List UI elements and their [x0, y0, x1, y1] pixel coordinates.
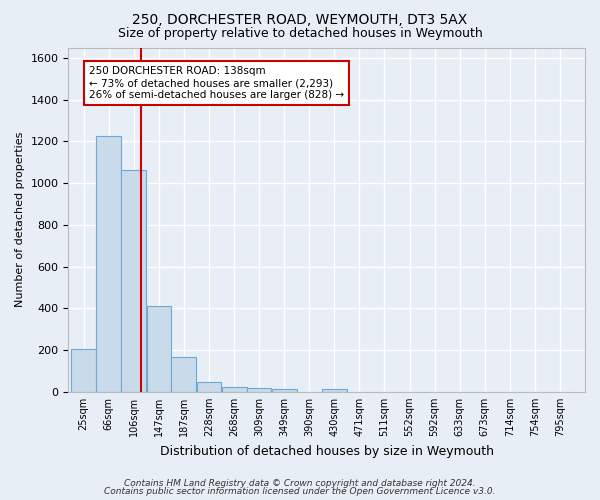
- Bar: [322, 388, 347, 392]
- Y-axis label: Number of detached properties: Number of detached properties: [15, 132, 25, 308]
- Bar: [172, 358, 196, 392]
- Bar: [121, 170, 146, 392]
- Bar: [221, 386, 247, 392]
- Bar: [247, 388, 271, 392]
- Bar: [197, 382, 221, 392]
- Text: Contains public sector information licensed under the Open Government Licence v3: Contains public sector information licen…: [104, 487, 496, 496]
- Text: 250 DORCHESTER ROAD: 138sqm
← 73% of detached houses are smaller (2,293)
26% of : 250 DORCHESTER ROAD: 138sqm ← 73% of det…: [89, 66, 344, 100]
- X-axis label: Distribution of detached houses by size in Weymouth: Distribution of detached houses by size …: [160, 444, 494, 458]
- Bar: [272, 388, 297, 392]
- Text: Contains HM Land Registry data © Crown copyright and database right 2024.: Contains HM Land Registry data © Crown c…: [124, 478, 476, 488]
- Text: Size of property relative to detached houses in Weymouth: Size of property relative to detached ho…: [118, 28, 482, 40]
- Text: 250, DORCHESTER ROAD, WEYMOUTH, DT3 5AX: 250, DORCHESTER ROAD, WEYMOUTH, DT3 5AX: [133, 12, 467, 26]
- Bar: [146, 306, 171, 392]
- Bar: [97, 136, 121, 392]
- Bar: [71, 349, 96, 392]
